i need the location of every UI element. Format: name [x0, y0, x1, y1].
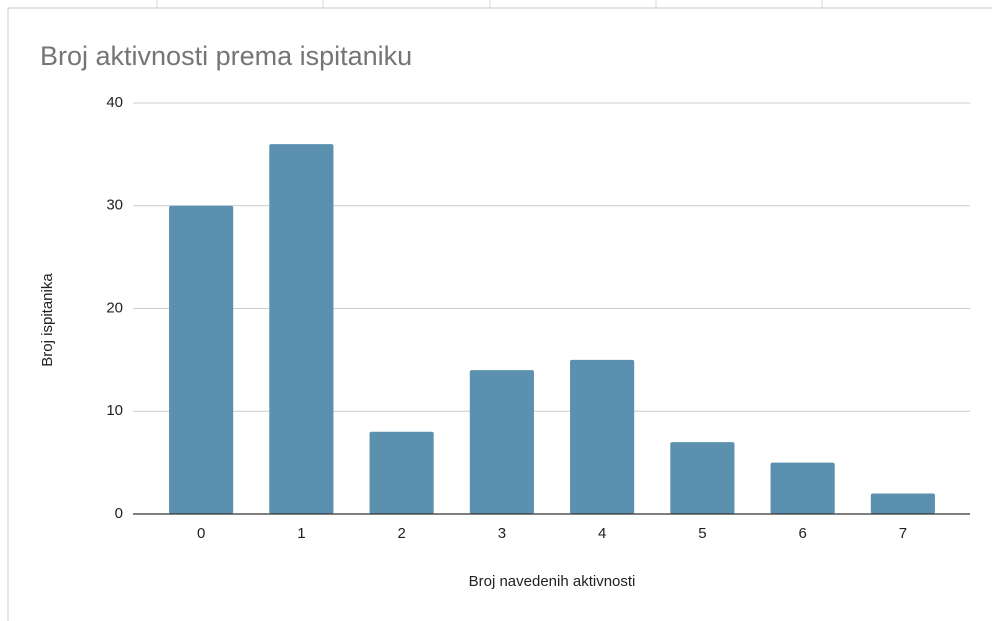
bar [770, 462, 835, 514]
bar [169, 205, 234, 514]
x-tick-label: 5 [698, 525, 706, 542]
y-tick-label: 40 [106, 94, 123, 111]
bar [570, 359, 635, 514]
x-tick-label: 0 [197, 525, 205, 542]
x-axis-label: Broj navedenih aktivnosti [469, 573, 636, 590]
bar [670, 442, 735, 514]
x-tick-label: 7 [899, 525, 907, 542]
x-tick-label: 2 [397, 525, 405, 542]
chart-title: Broj aktivnosti prema ispitaniku [40, 41, 412, 71]
x-tick-label: 1 [297, 525, 305, 542]
x-tick-label: 3 [498, 525, 506, 542]
bar [870, 493, 935, 514]
bar [469, 370, 534, 514]
y-tick-label: 20 [106, 299, 123, 316]
bar [369, 431, 434, 514]
x-tick-label: 6 [798, 525, 806, 542]
y-tick-label: 0 [115, 505, 123, 522]
y-tick-label: 10 [106, 402, 123, 419]
y-tick-label: 30 [106, 197, 123, 214]
bar [269, 144, 334, 514]
x-tick-label: 4 [598, 525, 606, 542]
y-axis-label: Broj ispitanika [39, 273, 56, 367]
